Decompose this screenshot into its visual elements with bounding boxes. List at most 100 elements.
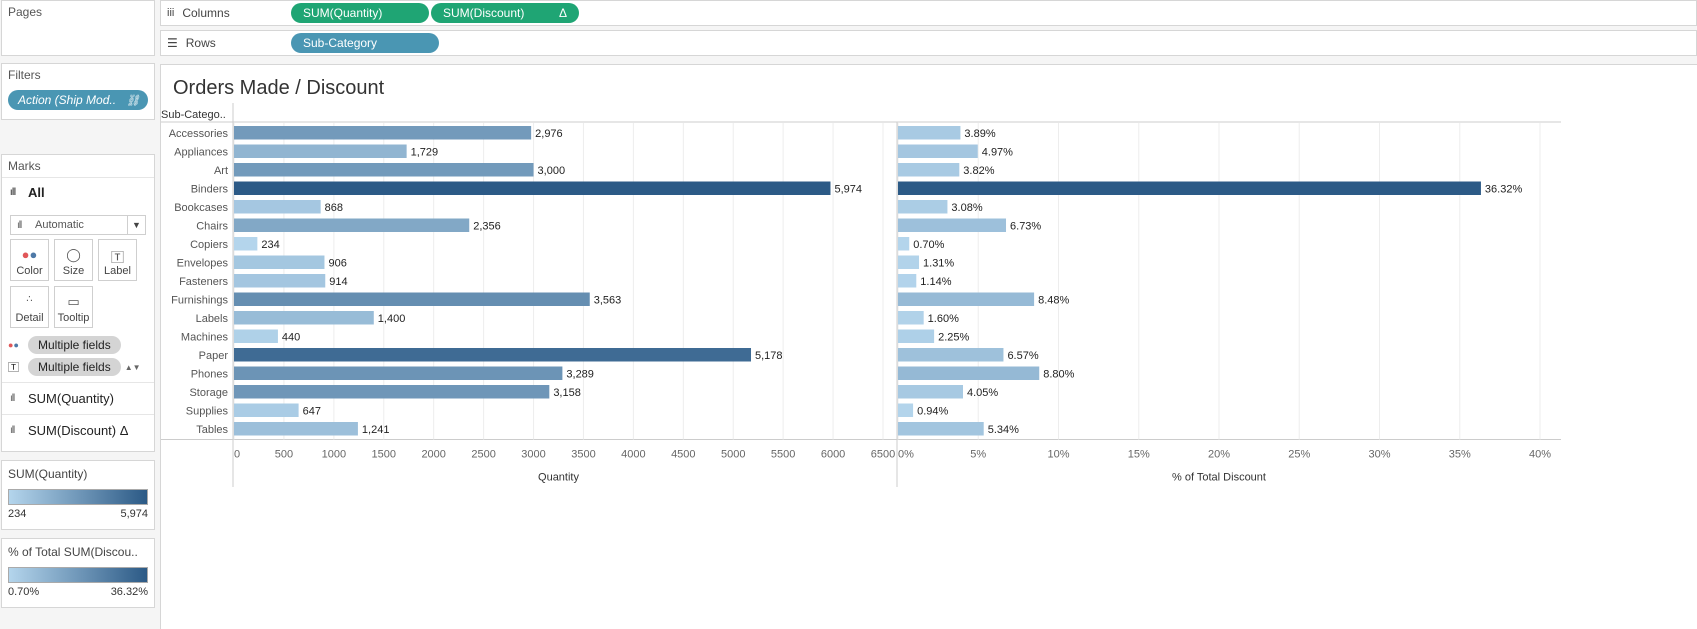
bar	[234, 200, 321, 214]
label-button[interactable]: 🅃 Label	[98, 239, 137, 281]
data-label: 1.31%	[923, 258, 954, 270]
bar	[898, 366, 1040, 380]
scroll-arrows-icon[interactable]: ▲▼	[124, 362, 141, 372]
category-label: Chairs	[196, 221, 228, 233]
bar	[898, 200, 948, 214]
marks-field2-label: SUM(Discount) Δ	[28, 423, 129, 438]
detail-button[interactable]: ∴ Detail	[10, 286, 49, 328]
bar-chart-icon: ıll	[10, 425, 15, 436]
marks-tab-quantity[interactable]: ıll SUM(Quantity)	[2, 382, 154, 414]
quantity-color-legend[interactable]: SUM(Quantity) 234 5,974	[1, 460, 155, 530]
category-label: Machines	[181, 332, 229, 344]
discount-color-legend[interactable]: % of Total SUM(Discou.. 0.70% 36.32%	[1, 538, 155, 608]
bar	[234, 126, 532, 140]
bar	[898, 311, 924, 325]
bar	[234, 274, 326, 288]
x-tick-label: 10%	[1047, 449, 1069, 461]
data-label: 906	[328, 258, 346, 270]
bar	[234, 181, 831, 195]
marks-color-field[interactable]: ●● Multiple fields	[2, 334, 154, 356]
marks-field1-label: SUM(Quantity)	[28, 391, 114, 406]
x-tick-label: 2500	[471, 449, 495, 461]
data-label: 2,976	[535, 128, 563, 140]
pill-label: Sub-Category	[303, 36, 378, 50]
mark-type-value: Automatic	[35, 219, 84, 231]
pill-sum-discount[interactable]: SUM(Discount) Δ	[431, 3, 579, 23]
bar	[234, 237, 258, 251]
bar	[234, 366, 563, 380]
pill-sub-category[interactable]: Sub-Category	[291, 33, 439, 53]
marks-card: Marks ıll All ıll Automatic ▼ ●● Color ◯…	[1, 154, 155, 452]
legend-gradient	[8, 567, 148, 583]
data-label: 914	[329, 276, 347, 288]
category-label: Storage	[189, 387, 228, 399]
bar	[234, 385, 550, 399]
category-label: Appliances	[174, 147, 228, 159]
filters-card[interactable]: Filters Action (Ship Mod.. ⛓	[1, 63, 155, 120]
columns-shelf[interactable]: iii Columns SUM(Quantity) SUM(Discount) …	[160, 0, 1697, 26]
detail-button-label: Detail	[15, 312, 44, 324]
tooltip-button[interactable]: ▭ Tooltip	[54, 286, 93, 328]
pages-card[interactable]: Pages	[1, 0, 155, 56]
x-tick-label: 500	[275, 449, 293, 461]
chevron-down-icon[interactable]: ▼	[127, 216, 145, 234]
rows-icon: ☰	[167, 36, 178, 50]
pill-label: SUM(Discount)	[443, 6, 525, 20]
size-icon: ◯	[66, 247, 81, 262]
marks-label-field[interactable]: 🅃 Multiple fields ▲▼	[2, 356, 154, 378]
x-tick-label: 4000	[621, 449, 645, 461]
rows-shelf[interactable]: ☰ Rows Sub-Category	[160, 30, 1697, 56]
bar	[898, 163, 960, 177]
data-label: 6.73%	[1010, 221, 1041, 233]
pill-label: SUM(Quantity)	[303, 6, 383, 20]
data-label: 5.34%	[988, 424, 1019, 436]
bar	[898, 126, 961, 140]
marks-all-tab[interactable]: ıll All	[2, 177, 154, 207]
category-label: Paper	[199, 350, 229, 362]
category-label: Bookcases	[174, 202, 228, 214]
category-label: Labels	[196, 313, 229, 325]
legend-min: 0.70%	[8, 586, 40, 598]
bar	[898, 218, 1007, 232]
data-label: 6.57%	[1007, 350, 1038, 362]
bar	[898, 329, 935, 343]
bar	[234, 348, 752, 362]
filter-pill-ship-mode[interactable]: Action (Ship Mod.. ⛓	[8, 90, 148, 110]
pill-sum-quantity[interactable]: SUM(Quantity)	[291, 3, 429, 23]
bar	[898, 385, 964, 399]
x-tick-label: 15%	[1128, 449, 1150, 461]
link-icon: ⛓	[126, 94, 140, 107]
legend-max: 36.32%	[110, 586, 148, 598]
data-label: 3.89%	[964, 128, 995, 140]
data-label: 1.14%	[920, 276, 951, 288]
bar	[234, 329, 278, 343]
data-label: 440	[282, 332, 300, 344]
size-button-label: Size	[62, 265, 85, 277]
color-field-pill[interactable]: Multiple fields	[28, 336, 121, 354]
mark-type-dropdown[interactable]: ıll Automatic ▼	[10, 215, 146, 235]
data-label: 3.08%	[951, 202, 982, 214]
pages-title: Pages	[8, 5, 43, 19]
data-label: 3.82%	[963, 165, 994, 177]
data-label: 2,356	[473, 221, 501, 233]
bar	[234, 311, 374, 325]
data-label: 5,178	[755, 350, 783, 362]
x-tick-label: 35%	[1449, 449, 1471, 461]
data-label: 2.25%	[938, 332, 969, 344]
label-field-pill[interactable]: Multiple fields	[28, 358, 121, 376]
data-label: 3,289	[566, 369, 594, 381]
size-button[interactable]: ◯ Size	[54, 239, 93, 281]
bar	[898, 422, 984, 436]
marks-tab-discount[interactable]: ıll SUM(Discount) Δ	[2, 414, 154, 446]
x-tick-label: 25%	[1288, 449, 1310, 461]
x-axis-title: % of Total Discount	[1172, 472, 1266, 484]
rows-label-text: Rows	[185, 36, 216, 50]
data-label: 36.32%	[1485, 184, 1523, 196]
color-button[interactable]: ●● Color	[10, 239, 49, 281]
data-label: 0.70%	[913, 239, 944, 251]
delta-icon: Δ	[558, 6, 567, 20]
color-dots-icon: ●●	[8, 340, 19, 350]
bar-chart-icon: ıll	[17, 219, 22, 231]
bar	[898, 274, 917, 288]
category-label: Tables	[196, 424, 228, 436]
